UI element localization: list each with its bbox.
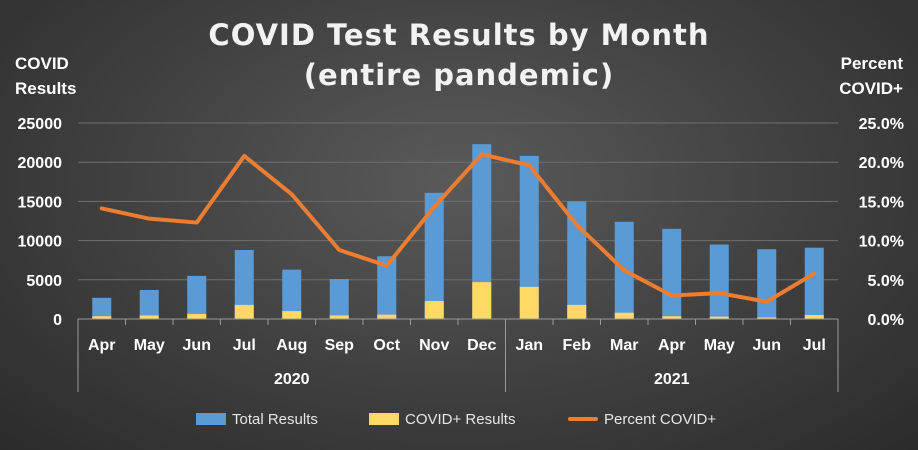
category-label: Aug <box>276 337 307 354</box>
category-label: Oct <box>373 337 400 354</box>
category-label: Dec <box>467 337 496 354</box>
bar-covid-positive-results <box>567 304 587 319</box>
left-tick-label: 15000 <box>18 194 63 211</box>
bar-total-results <box>92 297 112 319</box>
category-label: Jun <box>183 337 211 354</box>
category-label: Jun <box>753 337 781 354</box>
bar-total-results <box>519 155 539 319</box>
legend-item-percent: Percent COVID+ <box>568 409 716 429</box>
bar-total-results <box>804 247 824 319</box>
line-percent-covid-positive <box>99 152 817 304</box>
category-label: Jul <box>803 337 826 354</box>
bar-total-results <box>709 244 729 319</box>
chart-title-line2: (entire pandemic) <box>303 58 615 92</box>
left-tick-label: 10000 <box>18 234 63 251</box>
year-label: 2021 <box>654 371 690 388</box>
bar-covid-positive-results <box>424 300 444 319</box>
category-label: Mar <box>610 337 638 354</box>
bar-total-results <box>377 256 397 319</box>
legend-item-total: Total Results <box>196 409 318 429</box>
legend-swatch-covid-positive <box>369 413 399 425</box>
category-label: Jan <box>515 337 543 354</box>
left-tick-label: 20000 <box>18 155 63 172</box>
bar-covid-positive-results <box>139 315 159 319</box>
bar-covid-positive-results <box>757 317 777 319</box>
bar-covid-positive-results <box>329 315 349 319</box>
legend-label-percent: Percent COVID+ <box>604 410 717 428</box>
bar-covid-positive-results <box>804 315 824 319</box>
category-label: May <box>134 337 165 354</box>
bar-total-results <box>472 144 492 319</box>
bar-total-results <box>662 228 682 319</box>
bar-total-results <box>187 275 207 319</box>
category-label: May <box>704 337 735 354</box>
right-tick-label: 20.0% <box>859 155 904 172</box>
left-tick-label: 25000 <box>18 116 63 133</box>
bar-covid-positive-results <box>519 286 539 319</box>
left-tick-label: 0 <box>53 312 62 329</box>
right-tick-label: 25.0% <box>859 116 904 133</box>
legend-swatch-percent <box>568 417 598 421</box>
left-axis-title-line2: Results <box>15 79 77 98</box>
bar-total-results <box>139 289 159 319</box>
bar-covid-positive-results <box>377 314 397 319</box>
legend-item-covid-positive: COVID+ Results <box>369 409 515 429</box>
bar-total-results <box>329 279 349 319</box>
right-tick-label: 0.0% <box>868 312 904 329</box>
bar-covid-positive-results <box>282 311 302 319</box>
category-label: Nov <box>419 337 449 354</box>
chart-title-line1: COVID Test Results by Month <box>208 18 710 52</box>
category-label: Apr <box>88 337 116 354</box>
left-axis-title-line1: COVID <box>15 54 69 73</box>
legend-swatch-total <box>196 413 226 425</box>
legend: Total Results COVID+ Results Percent COV… <box>0 409 918 429</box>
bar-total-results <box>757 249 777 319</box>
category-label: Sep <box>325 337 355 354</box>
bar-covid-positive-results <box>92 316 112 319</box>
right-axis-title: Percent COVID+ <box>839 51 903 101</box>
category-label: Apr <box>658 337 686 354</box>
legend-label-total: Total Results <box>232 410 318 428</box>
bar-covid-positive-results <box>472 282 492 319</box>
right-tick-label: 5.0% <box>868 273 904 290</box>
right-tick-label: 15.0% <box>859 194 904 211</box>
bar-covid-positive-results <box>187 313 207 319</box>
right-axis-title-line1: Percent <box>840 54 903 73</box>
bar-covid-positive-results <box>234 304 254 319</box>
bar-total-results <box>424 192 444 319</box>
bar-covid-positive-results <box>614 312 634 319</box>
bar-total-results <box>282 269 302 319</box>
bar-covid-positive-results <box>709 316 729 319</box>
year-label: 2020 <box>274 371 310 388</box>
legend-label-covid-positive: COVID+ Results <box>405 410 516 428</box>
bar-total-results <box>234 250 254 319</box>
right-tick-label: 10.0% <box>859 234 904 251</box>
right-axis-title-line2: COVID+ <box>839 79 903 98</box>
left-axis-title: COVID Results <box>15 51 76 101</box>
bar-covid-positive-results <box>662 316 682 319</box>
left-tick-label: 5000 <box>26 273 62 290</box>
category-label: Feb <box>563 337 592 354</box>
category-label: Jul <box>233 337 256 354</box>
